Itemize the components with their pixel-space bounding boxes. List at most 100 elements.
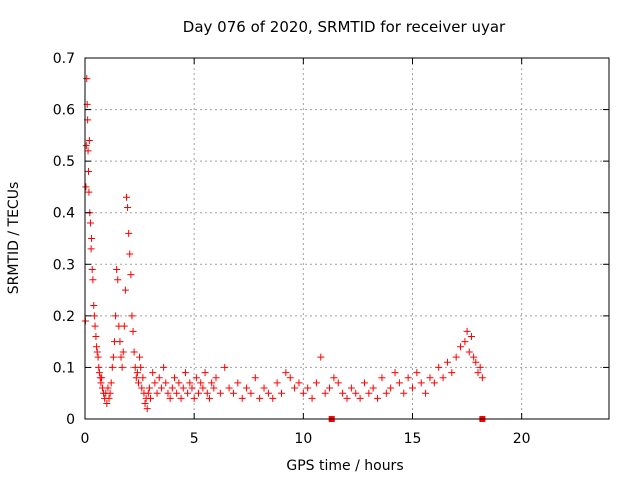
data-point [343,394,351,402]
plot-frame [84,57,610,420]
data-point [435,363,443,371]
data-point [82,142,90,150]
data-point [474,369,482,377]
data-point [171,374,179,382]
data-point [439,374,447,382]
data-point [132,374,140,382]
x-tick-label: 20 [513,431,531,447]
data-point [112,312,120,320]
data-point [229,389,237,397]
data-point [120,322,128,330]
data-point [197,379,205,387]
y-tick-label: 0.7 [53,51,75,67]
data-point [133,369,141,377]
data-point [114,276,122,284]
data-point [278,389,285,397]
data-point [417,379,425,387]
data-point [141,400,149,408]
data-point [238,394,246,402]
data-point [205,394,213,402]
data-point [93,343,101,351]
data-point [173,389,181,397]
data-point [94,353,102,361]
data-point [179,384,187,392]
data-point [404,374,412,382]
data-point [186,379,194,387]
data-point [374,394,382,402]
data-point [212,374,220,382]
data-point [164,389,172,397]
data-point [478,374,486,382]
data-point [109,353,117,361]
data-point [119,348,127,356]
data-point [203,389,211,397]
data-point [221,363,229,371]
data-point [86,219,94,227]
data-point [83,75,91,83]
data-point [273,379,281,387]
data-point [195,389,203,397]
data-point [113,265,121,273]
data-point [139,374,147,382]
data-point [90,302,98,310]
y-tick-label: 0.4 [53,206,75,222]
data-point [461,338,469,346]
data-point [326,384,334,392]
data-point [395,379,403,387]
data-point [121,286,129,294]
data-point [145,384,153,392]
data-point [467,332,475,340]
data-point [129,327,137,335]
data-point [256,394,264,402]
data-point [264,389,272,397]
data-point [286,374,294,382]
data-point [168,384,176,392]
data-point [143,405,151,413]
x-tick-label: 15 [404,431,422,447]
data-point [465,348,473,356]
y-tick-label: 0.1 [53,360,75,376]
data-point [243,384,251,392]
data-point [291,384,299,392]
data-point [208,379,216,387]
data-point [387,384,395,392]
data-point [251,374,259,382]
data-point [128,312,136,320]
y-axis-label: SRMTID / TECUs [6,182,22,295]
data-point [106,389,114,397]
data-points [81,75,486,422]
data-point [192,374,200,382]
data-point [304,384,312,392]
data-point [137,363,145,371]
data-point [118,363,126,371]
data-point [295,379,303,387]
x-tick-label: 0 [81,431,90,447]
data-point [155,374,163,382]
data-point [356,394,364,402]
data-point [225,384,233,392]
data-point [282,369,290,377]
data-point [317,353,325,361]
data-point [339,389,347,397]
data-point [127,271,135,279]
data-point [247,389,255,397]
y-tick-label: 0.6 [53,103,75,119]
data-point [378,374,386,382]
data-point [104,384,112,392]
data-point [177,394,185,402]
data-point [85,188,93,196]
data-point [149,369,157,377]
y-tick-label: 0.2 [53,309,75,325]
data-point [188,384,196,392]
data-point [426,374,434,382]
data-point [88,235,96,242]
data-point [382,389,390,397]
data-point [330,374,338,382]
y-tick-label: 0 [66,412,75,428]
data-point [472,358,480,366]
data-point [210,384,218,392]
data-point [157,384,165,392]
data-point [93,348,101,356]
